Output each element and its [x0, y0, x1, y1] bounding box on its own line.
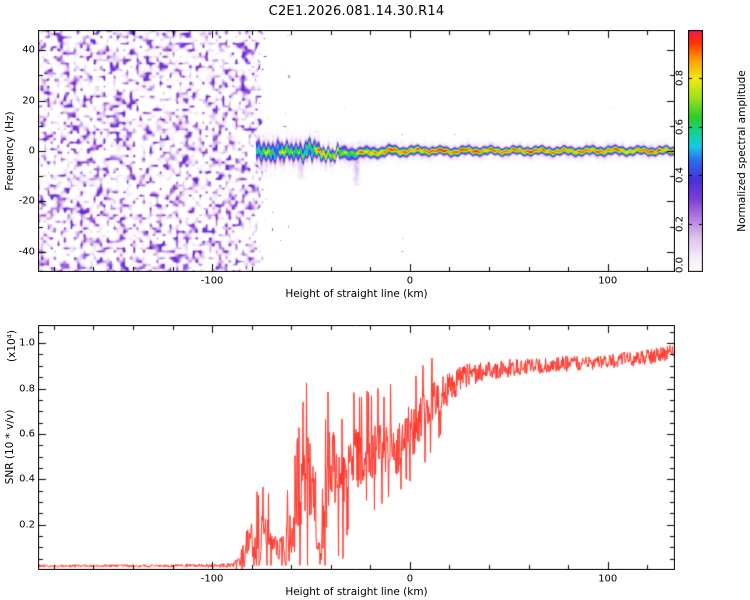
- tick-label: 1.0: [19, 337, 35, 349]
- spectrogram-canvas: [38, 30, 675, 272]
- snr-ylabel: SNR (10 * v/v): [4, 409, 16, 485]
- spectrogram-ylabel: Frequency (Hz): [4, 111, 16, 191]
- tick-label: 0: [28, 145, 35, 157]
- tick-label: 100: [598, 573, 618, 585]
- tick-label: -20: [18, 195, 35, 207]
- colorbar-label: Normalized spectral amplitude: [736, 70, 748, 232]
- snr-canvas: [38, 325, 675, 570]
- plot-title: C2E1.2026.081.14.30.R14: [268, 4, 445, 19]
- colorbar-canvas: [688, 30, 703, 272]
- tick-label: 0.4: [19, 473, 35, 485]
- spectrogram-xlabel: Height of straight line (km): [285, 288, 428, 300]
- tick-label: -100: [200, 275, 224, 287]
- tick-label: 40: [22, 44, 35, 56]
- snr-scale-note: (x10⁴): [6, 330, 18, 362]
- snr-xlabel: Height of straight line (km): [285, 586, 428, 598]
- tick-label: 0.2: [674, 215, 686, 232]
- tick-label: 0.6: [19, 428, 35, 440]
- tick-label: 0.6: [674, 118, 686, 135]
- tick-label: 0.2: [19, 519, 35, 531]
- tick-label: -40: [18, 246, 35, 258]
- tick-label: -100: [200, 573, 224, 585]
- tick-label: 0.8: [19, 383, 35, 395]
- tick-label: 0.4: [674, 167, 686, 184]
- tick-label: 0.8: [674, 70, 686, 87]
- tick-label: 20: [22, 95, 35, 107]
- tick-label: 0: [406, 573, 414, 585]
- tick-label: 0: [406, 275, 414, 287]
- tick-label: 100: [598, 275, 618, 287]
- tick-label: 0.0: [674, 257, 686, 273]
